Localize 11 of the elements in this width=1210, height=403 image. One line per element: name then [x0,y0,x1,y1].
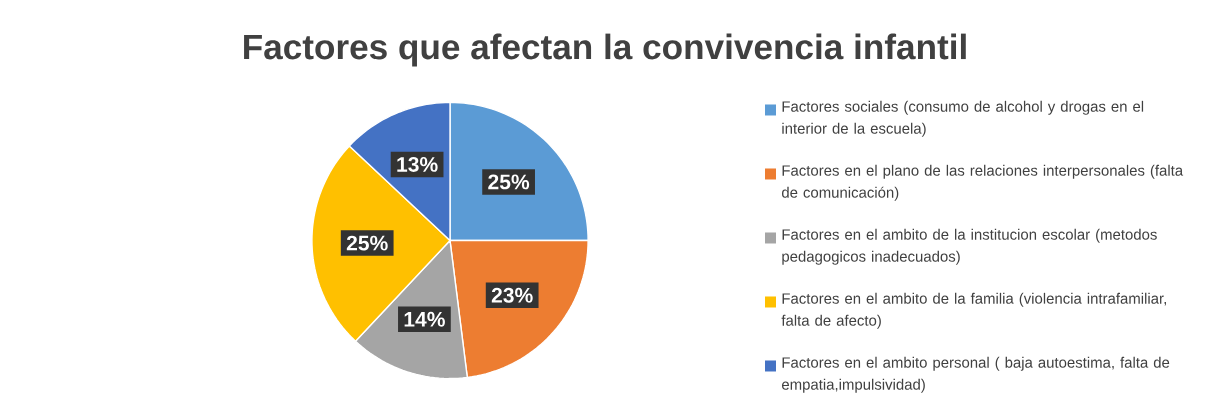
legend-label: Factores en el ambito personal ( baja autoestima, falta de empatia,impulsividad) [781,356,1170,393]
data-label: 25% [346,235,388,251]
data-label: 13% [397,156,438,172]
chart-title: Factores que afectan la convivencia infantil [244,33,966,67]
data-label: 25% [488,174,530,190]
data-label: 23% [491,287,533,303]
legend-label: Factores en el ambito de la institucion escolar (metodos pedagogicos inadecuados) [782,228,1157,265]
legend-label: Factores en el ambito de la familia (violencia intrafamiliar, falta de afecto) [781,292,1166,329]
legend-label: Factores en el plano de las relaciones interpersonales (falta de comunicación) [781,164,1184,201]
legend-label: Factores sociales (consumo de alcohol y drogas en el interior de la escuela) [782,100,1144,137]
data-label: 14% [404,311,445,327]
